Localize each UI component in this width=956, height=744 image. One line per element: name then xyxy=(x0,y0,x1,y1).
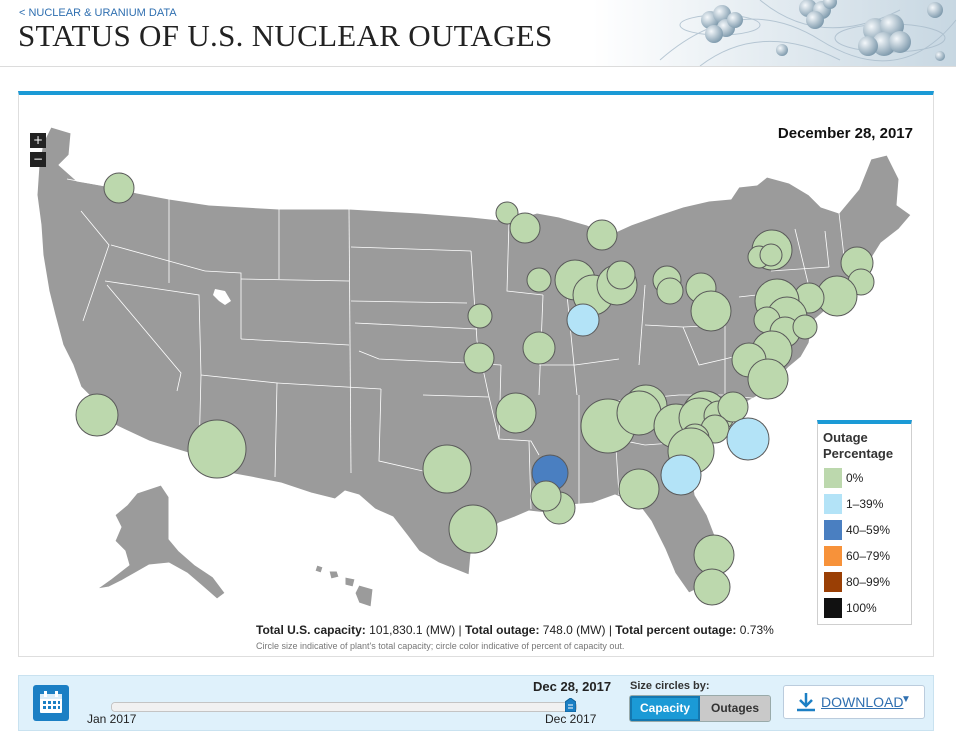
plant-circle[interactable] xyxy=(566,303,600,337)
zoom-in-button[interactable]: + xyxy=(30,133,46,148)
outage-label: Total outage: xyxy=(465,623,540,637)
legend-label: 40–59% xyxy=(846,523,891,537)
alaska-shape xyxy=(96,484,226,600)
size-by-outages-button[interactable]: Outages xyxy=(700,696,770,721)
hawaii-island-3 xyxy=(344,576,356,588)
plant-circle[interactable] xyxy=(495,201,519,225)
atom-cluster-3 xyxy=(858,14,911,56)
timeline-slider-track[interactable] xyxy=(111,702,577,712)
plant-circle[interactable] xyxy=(495,392,537,434)
plant-circle[interactable] xyxy=(606,260,636,290)
legend-label: 1–39% xyxy=(846,497,884,511)
legend-swatch xyxy=(824,520,842,540)
legend-swatch xyxy=(824,546,842,566)
back-link-nuclear-uranium-data[interactable]: < NUCLEAR & URANIUM DATA xyxy=(19,7,177,19)
plant-circle[interactable] xyxy=(509,212,541,244)
outage-legend: Outage Percentage 0% 1–39% 40–59% 60–79%… xyxy=(817,420,912,625)
header-molecule-art xyxy=(0,0,956,66)
download-button[interactable]: DOWNLOAD ▼ xyxy=(783,685,925,719)
timeline-start-label: Jan 2017 xyxy=(87,712,137,726)
plant-circle[interactable] xyxy=(618,468,660,510)
plant-circle[interactable] xyxy=(530,480,562,512)
plant-circle[interactable] xyxy=(526,267,552,293)
plant-circle[interactable] xyxy=(792,314,818,340)
plant-circle[interactable] xyxy=(422,444,472,494)
plant-circle[interactable] xyxy=(660,454,702,496)
legend-label: 60–79% xyxy=(846,549,891,563)
plant-circle[interactable] xyxy=(693,568,731,606)
legend-swatch xyxy=(824,468,842,488)
timeline-slider-fill xyxy=(112,703,576,711)
legend-label: 80–99% xyxy=(846,575,891,589)
hawaii-island-2 xyxy=(328,570,340,580)
size-by-capacity-button[interactable]: Capacity xyxy=(630,696,700,721)
percent-value: 0.73% xyxy=(739,623,774,637)
plant-circles xyxy=(75,172,875,606)
capacity-label: Total U.S. capacity: xyxy=(256,623,366,637)
totals-separator: | xyxy=(608,623,612,637)
plant-circle[interactable] xyxy=(759,243,783,267)
legend-label: 0% xyxy=(846,471,864,485)
plant-circle[interactable] xyxy=(717,391,749,423)
timeline-bar: Dec 28, 2017 Jan 2017 Dec 2017 Size circ… xyxy=(18,675,934,731)
map-panel: + − December 28, 2017 Outage Percentage … xyxy=(18,91,934,657)
download-icon xyxy=(797,693,815,712)
timeline-current-date: Dec 28, 2017 xyxy=(533,679,612,694)
atom-cluster-2 xyxy=(799,0,837,29)
us-map[interactable] xyxy=(19,95,933,655)
legend-label: 100% xyxy=(846,601,877,615)
plant-circle[interactable] xyxy=(463,342,495,374)
capacity-value: 101,830.1 (MW) xyxy=(369,623,456,637)
great-salt-lake xyxy=(213,289,231,305)
percent-label: Total percent outage: xyxy=(615,623,737,637)
legend-swatch xyxy=(824,494,842,514)
plant-circle[interactable] xyxy=(75,393,119,437)
plant-circle[interactable] xyxy=(448,504,498,554)
calendar-icon xyxy=(40,691,62,713)
timeline-end-label: Dec 2017 xyxy=(545,712,597,726)
plant-circle[interactable] xyxy=(522,331,556,365)
page-title: STATUS OF U.S. NUCLEAR OUTAGES xyxy=(18,18,553,53)
timeline-slider-handle[interactable] xyxy=(565,698,576,712)
totals-separator: | xyxy=(458,623,462,637)
plant-circle[interactable] xyxy=(187,419,247,479)
legend-swatch xyxy=(824,598,842,618)
plant-circle[interactable] xyxy=(726,417,770,461)
chevron-down-icon: ▼ xyxy=(901,694,911,705)
page-header: < NUCLEAR & URANIUM DATA STATUS OF U.S. … xyxy=(0,0,956,67)
plant-circle[interactable] xyxy=(467,303,493,329)
legend-title: Outage Percentage xyxy=(823,430,894,461)
calendar-button[interactable] xyxy=(33,685,69,721)
size-circles-label: Size circles by: xyxy=(630,680,710,692)
legend-swatch xyxy=(824,572,842,592)
outage-value: 748.0 (MW) xyxy=(542,623,606,637)
plant-circle[interactable] xyxy=(103,172,135,204)
map-date: December 28, 2017 xyxy=(777,125,913,142)
size-circles-toggle: Capacity Outages xyxy=(629,695,771,722)
zoom-out-button[interactable]: − xyxy=(30,152,46,167)
atom-cluster-1 xyxy=(701,5,743,43)
hawaii-island-4 xyxy=(354,584,374,608)
download-label: DOWNLOAD xyxy=(821,694,904,710)
plant-circle[interactable] xyxy=(656,277,684,305)
capacity-totals: Total U.S. capacity: 101,830.1 (MW) | To… xyxy=(256,623,774,637)
plant-circle[interactable] xyxy=(747,358,789,400)
state-borders xyxy=(66,134,846,510)
hawaii-island-1 xyxy=(314,564,324,574)
plant-circle[interactable] xyxy=(690,290,732,332)
plant-circle[interactable] xyxy=(586,219,618,251)
circle-size-note: Circle size indicative of plant's total … xyxy=(256,641,625,651)
